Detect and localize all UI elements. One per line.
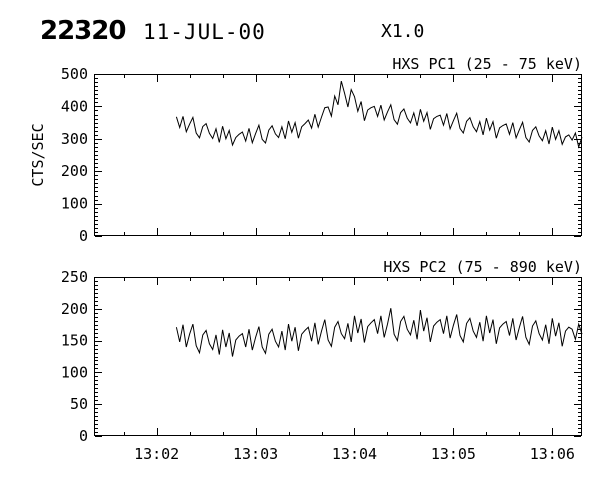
y-tick-label: 150 [61, 332, 88, 350]
y-tick-label: 50 [70, 395, 88, 413]
y-tick-label: 100 [61, 195, 88, 213]
y-tick-label: 500 [61, 65, 88, 83]
x-tick-label: 13:03 [233, 445, 278, 463]
y-tick-label: 300 [61, 130, 88, 148]
x-tick-label: 13:02 [134, 445, 179, 463]
x-tick-label: 13:04 [332, 445, 377, 463]
x-tick-label: 13:06 [530, 445, 575, 463]
series-line-HXS-PC2 [175, 308, 583, 357]
goes-class: X1.0 [381, 21, 425, 42]
plot-HXS-PC1: 0 100 200 300 400 500 [61, 65, 583, 245]
plot2-title: HXS PC2 (75 - 890 keV) [383, 258, 582, 276]
x-tick-label: 13:05 [431, 445, 476, 463]
y-tick-label: 200 [61, 162, 88, 180]
plot1-title: HXS PC1 (25 - 75 keV) [392, 55, 582, 73]
axis-ticks [95, 74, 581, 237]
y-tick-label: 0 [79, 227, 88, 245]
y-tick-label: 200 [61, 300, 88, 318]
y-tick-label: 100 [61, 363, 88, 381]
y-tick-label: 400 [61, 97, 88, 115]
y-tick-label: 0 [79, 427, 88, 445]
y-tick-label: 250 [61, 268, 88, 286]
event-id: 22320 [40, 16, 126, 46]
plot-frame [94, 74, 582, 236]
event-date: 11-JUL-00 [143, 20, 266, 44]
axis-ticks [95, 277, 581, 437]
plot-HXS-PC2: 0 50 100 150 200 250 [61, 268, 583, 445]
plot-frame [94, 277, 582, 436]
series-line-HXS-PC1 [175, 80, 583, 149]
